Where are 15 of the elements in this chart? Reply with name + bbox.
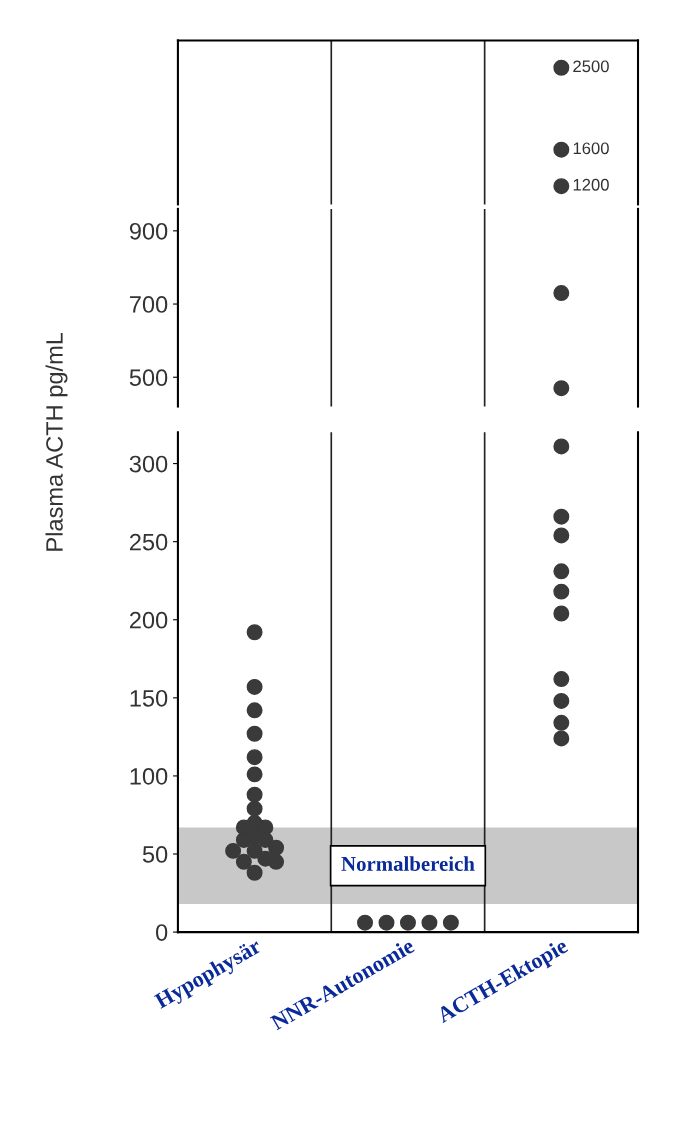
y-tick-label: 500 xyxy=(129,369,168,387)
y-tick-label: 100 xyxy=(130,767,168,785)
y-tick-label: 200 xyxy=(130,611,168,629)
y-tick-label: 700 xyxy=(130,296,168,313)
data-label: 1200 xyxy=(573,178,609,191)
data-label: 1600 xyxy=(573,142,609,155)
y-tick-label: 250 xyxy=(130,533,168,551)
y-tick-label: 50 xyxy=(142,846,168,863)
data-label: 2500 xyxy=(573,60,609,73)
band-label: Normalbereich xyxy=(341,856,475,871)
y-tick-label: 0 xyxy=(155,924,168,941)
y-tick-label: 300 xyxy=(129,455,168,473)
y-tick-label: 150 xyxy=(130,689,168,707)
y-tick-label: 900 xyxy=(129,222,168,240)
y-axis-title: Plasma ACTH pg/mL xyxy=(45,332,68,551)
